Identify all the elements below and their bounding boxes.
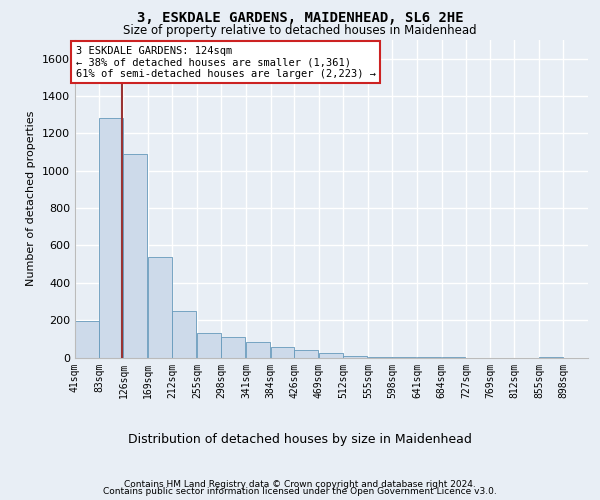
Bar xyxy=(197,333,221,357)
Text: 3, ESKDALE GARDENS, MAIDENHEAD, SL6 2HE: 3, ESKDALE GARDENS, MAIDENHEAD, SL6 2HE xyxy=(137,11,463,25)
Bar xyxy=(99,118,123,358)
Bar xyxy=(343,356,367,358)
Bar xyxy=(392,357,416,358)
Bar xyxy=(295,350,319,358)
Bar xyxy=(75,321,99,358)
Text: Distribution of detached houses by size in Maidenhead: Distribution of detached houses by size … xyxy=(128,432,472,446)
Bar xyxy=(246,342,270,357)
Y-axis label: Number of detached properties: Number of detached properties xyxy=(26,111,37,286)
Text: Contains public sector information licensed under the Open Government Licence v3: Contains public sector information licen… xyxy=(103,487,497,496)
Bar xyxy=(148,256,172,358)
Bar xyxy=(271,346,295,358)
Text: Size of property relative to detached houses in Maidenhead: Size of property relative to detached ho… xyxy=(123,24,477,37)
Bar xyxy=(221,338,245,357)
Bar xyxy=(319,354,343,358)
Bar xyxy=(124,154,148,358)
Text: Contains HM Land Registry data © Crown copyright and database right 2024.: Contains HM Land Registry data © Crown c… xyxy=(124,480,476,489)
Bar xyxy=(172,311,196,358)
Bar xyxy=(368,356,392,358)
Text: 3 ESKDALE GARDENS: 124sqm
← 38% of detached houses are smaller (1,361)
61% of se: 3 ESKDALE GARDENS: 124sqm ← 38% of detac… xyxy=(76,46,376,79)
